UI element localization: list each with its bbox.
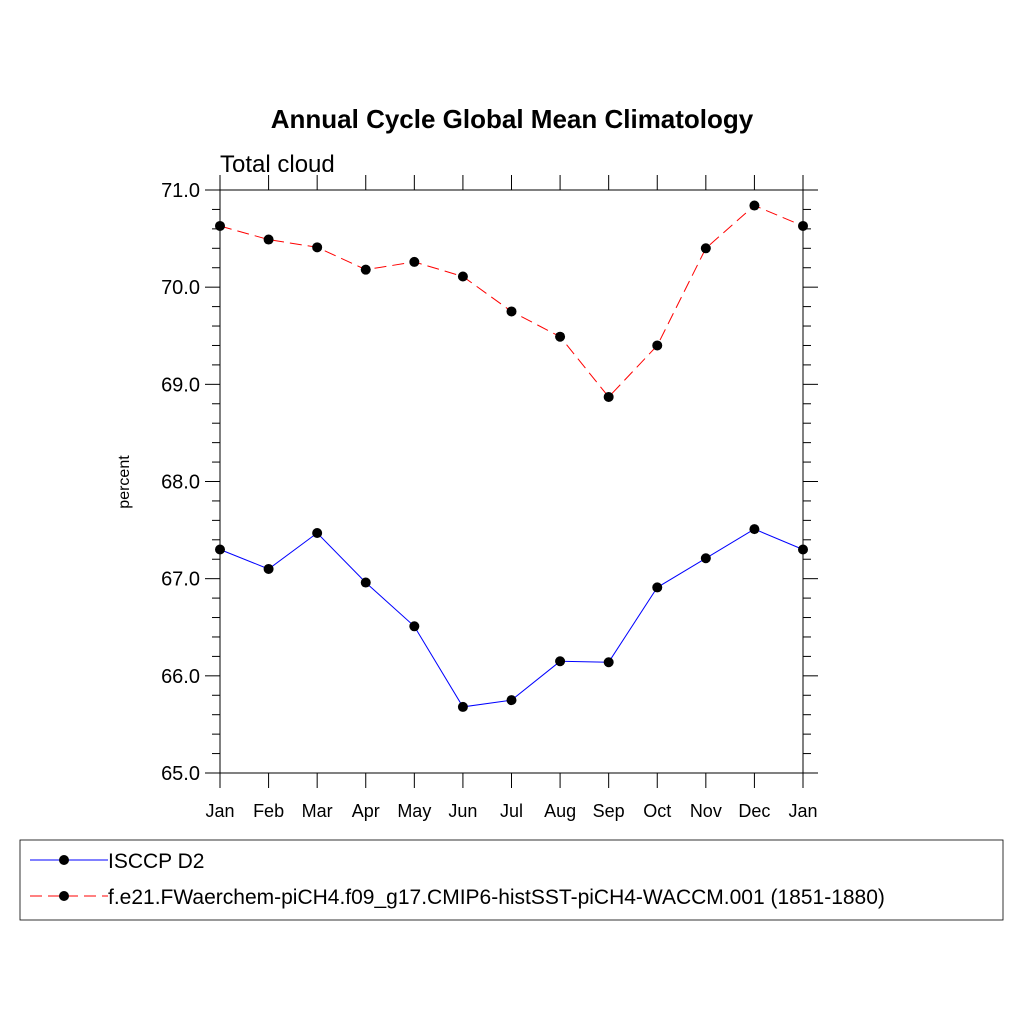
y-tick-label: 69.0 [161, 374, 200, 396]
data-point [555, 656, 566, 667]
data-point [603, 657, 614, 668]
data-point [263, 563, 274, 574]
data-point [652, 340, 663, 351]
data-point [506, 695, 517, 706]
data-point [506, 306, 517, 317]
x-tick-label: Nov [690, 801, 722, 821]
plot-frame [219, 189, 804, 774]
x-tick-label: Jun [448, 801, 477, 821]
data-point [360, 577, 371, 588]
x-tick-label: Feb [253, 801, 284, 821]
data-point [457, 271, 468, 282]
x-tick-label: Jul [500, 801, 523, 821]
data-point [652, 582, 663, 593]
data-point [555, 331, 566, 342]
data-point [263, 234, 274, 245]
y-tick-label: 68.0 [161, 472, 200, 494]
series-line-0 [219, 528, 804, 708]
legend-label-model: f.e21.FWaerchem-piCH4.f09_g17.CMIP6-hist… [108, 886, 885, 909]
x-tick-label: Apr [352, 801, 380, 821]
data-point [409, 621, 420, 632]
x-tick-label: Oct [643, 801, 671, 821]
x-tick-label: Jan [788, 801, 817, 821]
y-tick-label: 65.0 [161, 763, 200, 785]
x-tick-label: Mar [302, 801, 333, 821]
data-point [215, 544, 225, 555]
data-point [700, 243, 711, 254]
y-tick-label: 71.0 [161, 180, 200, 202]
x-tick-label: Jan [205, 801, 234, 821]
data-point [312, 527, 323, 538]
data-point [749, 524, 760, 535]
y-axis-label: percent [116, 455, 133, 509]
series-layer [215, 200, 808, 712]
x-tick-label: May [397, 801, 431, 821]
axis-ticks [205, 175, 818, 788]
x-tick-label: Sep [593, 801, 625, 821]
data-point [215, 220, 225, 231]
legend: ISCCP D2 f.e21.FWaerchem-piCH4.f09_g17.C… [19, 839, 1004, 921]
data-point [409, 256, 420, 267]
data-point [798, 220, 808, 231]
x-tick-label: Dec [738, 801, 770, 821]
x-tick-labels: Jan Feb Mar Apr May Jun Jul Aug Sep Oct Nov Dec Jan [205, 801, 817, 821]
chart-subtitle: Total cloud [220, 151, 335, 178]
y-tick-label: 67.0 [161, 569, 200, 591]
data-point [798, 544, 808, 555]
x-tick-label: Aug [544, 801, 576, 821]
legend-box [19, 839, 1004, 921]
legend-marker-isccp [59, 855, 69, 865]
data-point [312, 242, 323, 253]
data-point [749, 200, 760, 211]
y-tick-label: 66.0 [161, 666, 200, 688]
y-tick-labels: 65.0 66.0 67.0 68.0 69.0 70.0 71.0 [161, 180, 200, 785]
data-point [700, 553, 711, 564]
data-point [457, 701, 468, 712]
data-point [603, 391, 614, 402]
chart-title: Annual Cycle Global Mean Climatology [271, 104, 754, 134]
series-line-1 [219, 204, 804, 398]
data-point [360, 264, 371, 275]
legend-label-isccp: ISCCP D2 [108, 850, 204, 873]
y-tick-label: 70.0 [161, 277, 200, 299]
legend-marker-model [59, 891, 69, 901]
